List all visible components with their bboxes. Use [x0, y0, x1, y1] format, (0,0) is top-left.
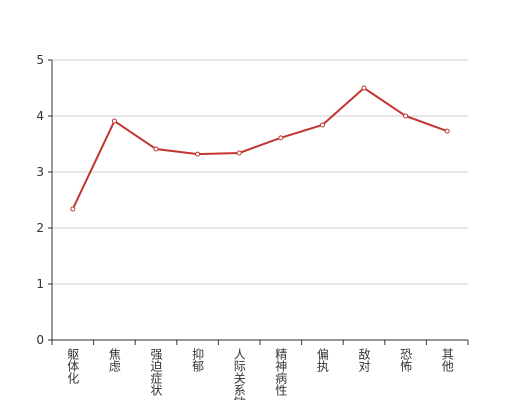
- y-tick-label: 2: [36, 221, 44, 235]
- point: [403, 113, 409, 119]
- y-tick-label: 5: [36, 53, 44, 67]
- x-tick-label: 人际关系敏感: [232, 348, 246, 400]
- x-tick-label: 躯体化: [66, 347, 80, 385]
- y-tick-label: 0: [36, 333, 44, 347]
- line: [71, 86, 448, 210]
- x-tick-label: 焦虑: [107, 348, 121, 372]
- y-tick-label: 1: [36, 277, 44, 291]
- point: [361, 85, 367, 91]
- x-tick-label: 偏执: [315, 347, 329, 373]
- y-tick-label: 4: [36, 109, 44, 123]
- x-tick-label: 敌对: [357, 347, 371, 372]
- point: [444, 128, 450, 134]
- x-tick-label: 抑郁: [191, 347, 205, 373]
- x-tick-label: 强迫症状: [149, 348, 163, 396]
- x-tick-label: 恐怖: [399, 348, 413, 372]
- point: [111, 118, 117, 124]
- x-tick-label: 精神病性: [274, 348, 288, 397]
- point: [278, 135, 284, 141]
- point: [195, 151, 201, 157]
- y-tick-label: 3: [36, 165, 44, 179]
- point: [319, 122, 325, 128]
- point: [236, 150, 242, 156]
- point: [70, 206, 76, 212]
- x-tick-label: 其他: [440, 348, 454, 372]
- point: [153, 146, 159, 152]
